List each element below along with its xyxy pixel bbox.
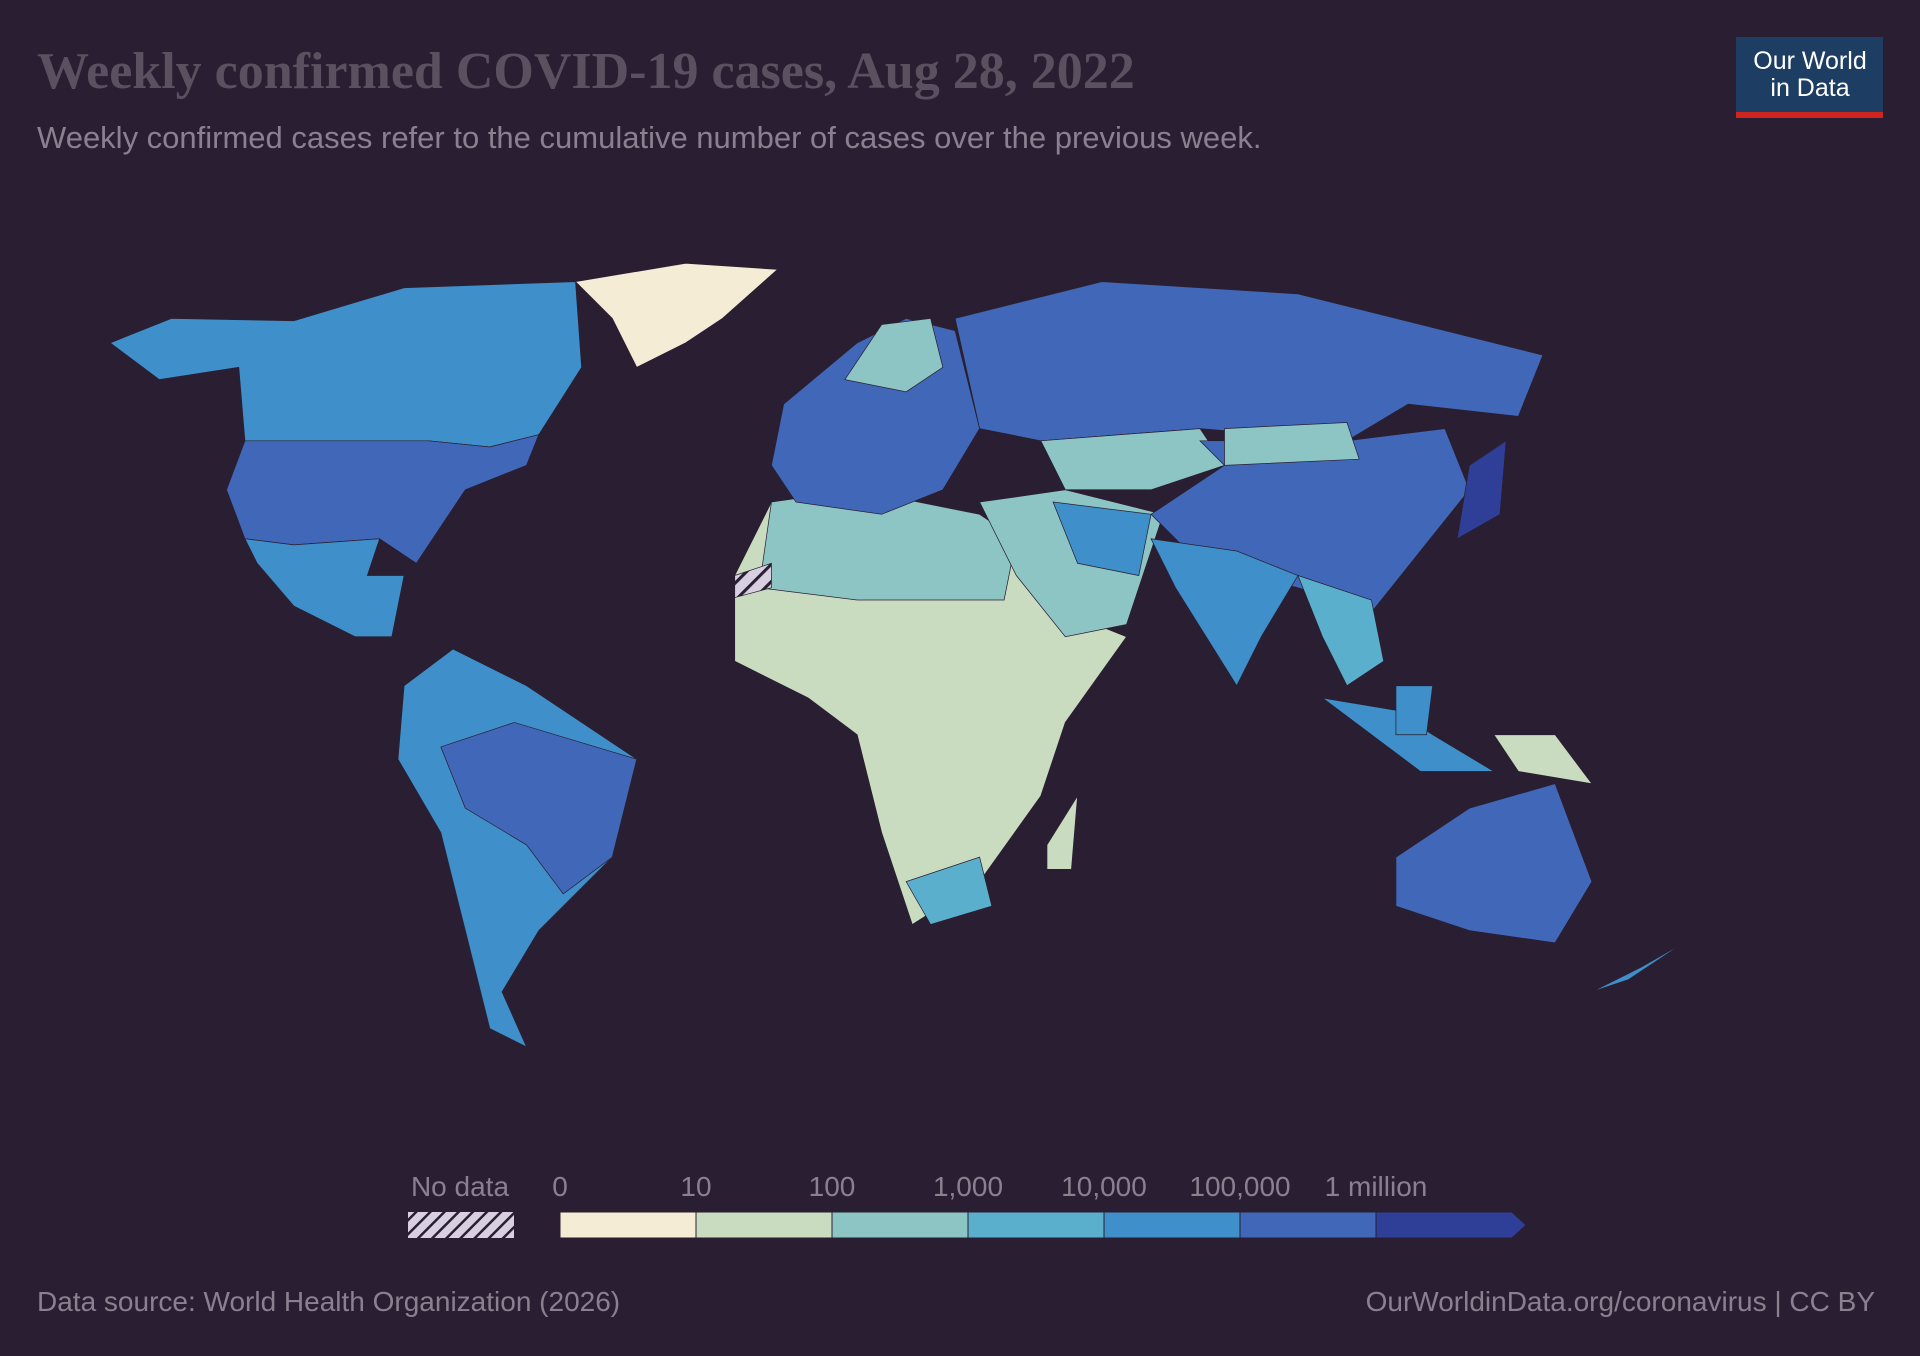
country [1224, 422, 1360, 466]
country [1493, 734, 1593, 785]
country [1395, 783, 1593, 944]
source-url[interactable]: OurWorldinData.org/coronavirus | CC BY [1366, 1286, 1876, 1317]
legend-label: 1,000 [933, 1171, 1003, 1202]
no-data-country [734, 562, 772, 599]
logo[interactable]: Our World in Data [1736, 37, 1883, 118]
legend-label: 100,000 [1189, 1171, 1290, 1202]
country [1297, 574, 1385, 687]
title: Weekly confirmed COVID-19 cases, Aug 28,… [37, 43, 1135, 100]
country [1046, 795, 1078, 870]
legend-label: 1 million [1325, 1171, 1428, 1202]
logo-box [1736, 37, 1883, 112]
country [905, 856, 993, 925]
legend: No data 0 10 100 1,000 10,000 100,000 1 millio… [408, 1171, 1527, 1239]
country [440, 722, 638, 895]
legend-bin [695, 1211, 833, 1239]
legend-label: 10,000 [1061, 1171, 1147, 1202]
logo-bar [1736, 112, 1883, 118]
subtitle: Weekly confirmed cases refer to the cumu… [37, 120, 1262, 155]
legend-bin [967, 1211, 1105, 1239]
source: Data source: World Health Organization (… [37, 1286, 620, 1317]
country [574, 262, 779, 368]
legend-bin [1239, 1211, 1377, 1239]
country [1395, 685, 1434, 736]
country [1591, 942, 1684, 993]
country [1150, 538, 1299, 687]
world-map [109, 262, 1684, 1048]
legend-bin [1375, 1211, 1527, 1239]
legend-label: 10 [680, 1171, 711, 1202]
legend-bin [831, 1211, 969, 1239]
legend-label: 0 [552, 1171, 568, 1202]
country [226, 434, 540, 564]
country [844, 317, 944, 393]
country [954, 281, 1544, 442]
legend-bin [1103, 1211, 1241, 1239]
country [1052, 501, 1152, 576]
legend-bin [559, 1211, 697, 1239]
logo-text: in Data [1770, 74, 1849, 102]
country [1040, 428, 1226, 491]
country [244, 538, 405, 638]
legend-label: 100 [809, 1171, 856, 1202]
legend-no-data-swatch [408, 1212, 514, 1238]
logo-text: Our World [1753, 47, 1866, 75]
country [1456, 440, 1507, 540]
legend-no-data-label: No data [411, 1171, 509, 1202]
